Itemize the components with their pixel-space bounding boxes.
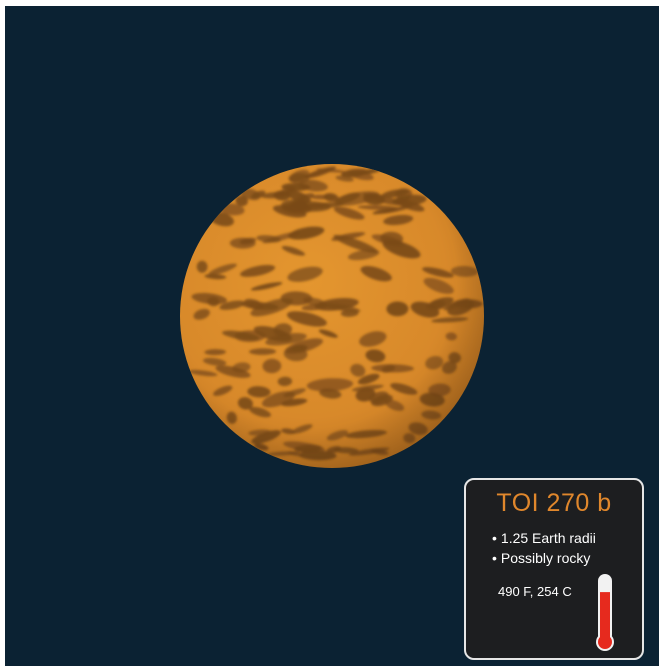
planet-fact-composition: Possibly rocky	[492, 548, 596, 568]
thermometer-mercury	[600, 592, 610, 642]
planet-info-card: TOI 270 b 1.25 Earth radii Possibly rock…	[464, 478, 644, 660]
planet-facts-list: 1.25 Earth radii Possibly rocky	[492, 528, 596, 568]
thermometer-icon	[596, 574, 614, 651]
planet-fact-radius: 1.25 Earth radii	[492, 528, 596, 548]
temperature-label: 490 F, 254 C	[498, 584, 572, 599]
planet-name-title: TOI 270 b	[496, 489, 612, 517]
planet-icon[interactable]	[5, 6, 659, 666]
thermometer-bulb	[598, 635, 612, 649]
planet-limb-shade	[180, 164, 484, 468]
space-viewport[interactable]: TOI 270 b 1.25 Earth radii Possibly rock…	[5, 6, 659, 666]
